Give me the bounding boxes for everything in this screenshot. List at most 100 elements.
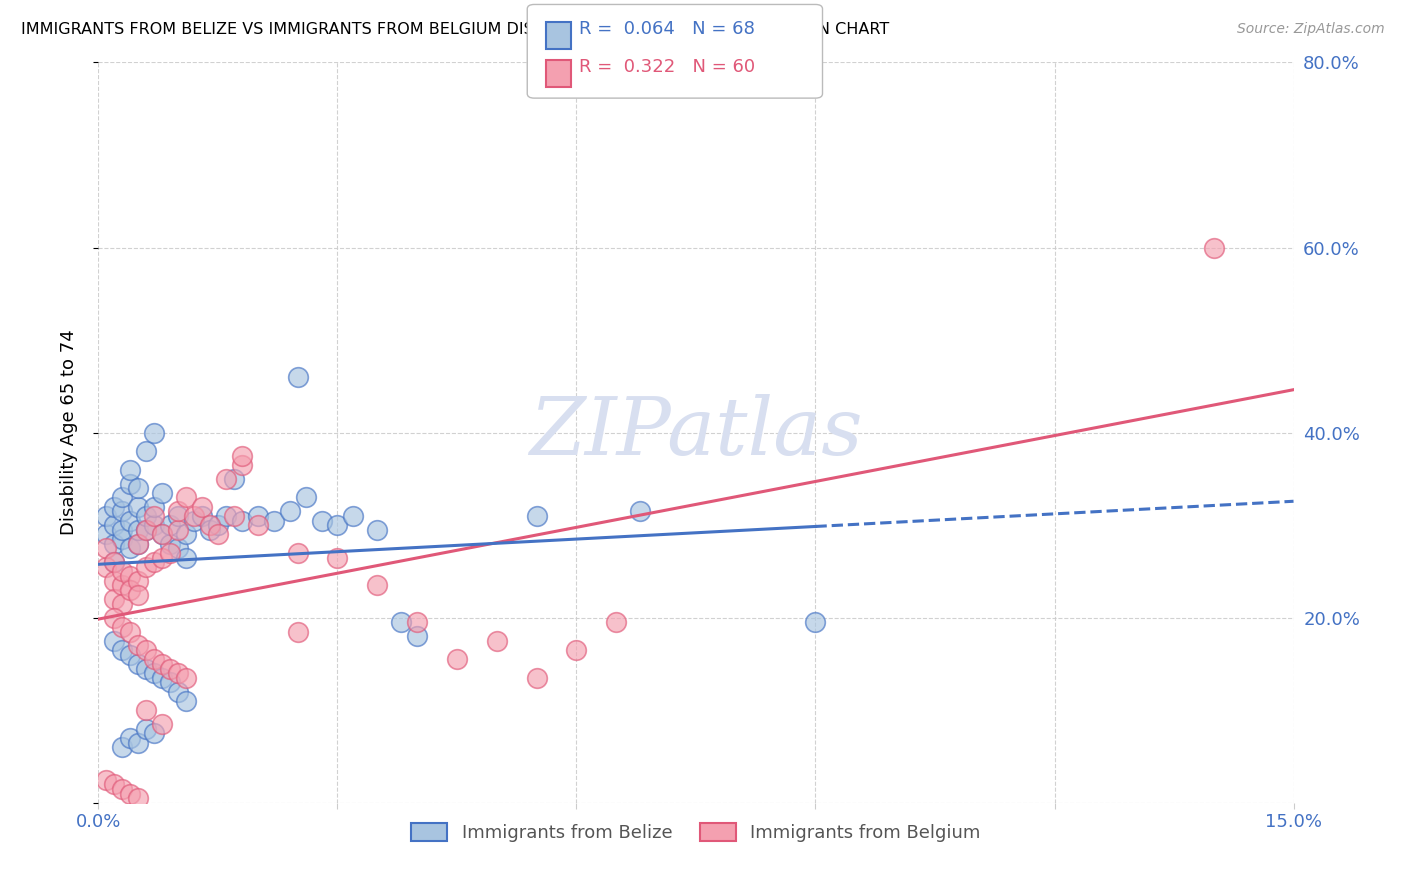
- Point: [222, 472, 245, 486]
- Point: [159, 546, 181, 560]
- Point: [485, 633, 508, 648]
- Point: [135, 643, 157, 657]
- Point: [231, 514, 253, 528]
- Point: [135, 559, 157, 574]
- Point: [143, 500, 166, 514]
- Point: [167, 504, 190, 518]
- Point: [111, 532, 134, 546]
- Point: [183, 508, 205, 523]
- Point: [246, 508, 269, 523]
- Point: [127, 523, 149, 537]
- Point: [167, 523, 190, 537]
- Point: [111, 620, 134, 634]
- Point: [167, 666, 190, 681]
- Point: [127, 574, 149, 588]
- Point: [103, 518, 125, 533]
- Point: [143, 652, 166, 666]
- Point: [96, 541, 118, 556]
- Point: [127, 481, 149, 495]
- Point: [150, 527, 173, 541]
- Point: [231, 458, 253, 472]
- Point: [111, 643, 134, 657]
- Point: [150, 657, 173, 671]
- Point: [111, 740, 134, 755]
- Point: [198, 523, 221, 537]
- Point: [111, 565, 134, 579]
- Point: [127, 536, 149, 550]
- Point: [167, 508, 190, 523]
- Point: [326, 550, 349, 565]
- Point: [143, 666, 166, 681]
- Point: [159, 518, 181, 533]
- Point: [406, 615, 429, 630]
- Point: [103, 592, 125, 607]
- Point: [406, 629, 429, 643]
- Point: [526, 508, 548, 523]
- Point: [191, 508, 214, 523]
- Point: [326, 518, 349, 533]
- Point: [127, 639, 149, 653]
- Point: [366, 578, 388, 592]
- Text: R =  0.322   N = 60: R = 0.322 N = 60: [579, 58, 755, 76]
- Point: [263, 514, 285, 528]
- Point: [198, 518, 221, 533]
- Point: [246, 518, 269, 533]
- Point: [120, 624, 142, 639]
- Point: [628, 504, 651, 518]
- Point: [311, 514, 333, 528]
- Point: [605, 615, 627, 630]
- Point: [342, 508, 364, 523]
- Point: [207, 518, 229, 533]
- Point: [143, 425, 166, 440]
- Point: [143, 555, 166, 569]
- Point: [135, 662, 157, 676]
- Point: [120, 731, 142, 745]
- Point: [120, 787, 142, 801]
- Point: [143, 726, 166, 740]
- Point: [174, 671, 197, 685]
- Point: [294, 491, 316, 505]
- Point: [159, 536, 181, 550]
- Point: [150, 485, 173, 500]
- Point: [191, 500, 214, 514]
- Point: [143, 518, 166, 533]
- Point: [143, 508, 166, 523]
- Point: [135, 523, 157, 537]
- Point: [183, 514, 205, 528]
- Point: [111, 597, 134, 611]
- Point: [120, 541, 142, 556]
- Point: [565, 643, 588, 657]
- Point: [287, 370, 309, 384]
- Point: [174, 491, 197, 505]
- Point: [389, 615, 412, 630]
- Point: [174, 550, 197, 565]
- Point: [215, 508, 238, 523]
- Point: [150, 717, 173, 731]
- Point: [135, 703, 157, 717]
- Point: [111, 781, 134, 796]
- Point: [103, 574, 125, 588]
- Point: [120, 582, 142, 597]
- Point: [526, 671, 548, 685]
- Point: [103, 555, 125, 569]
- Point: [103, 536, 125, 550]
- Point: [287, 624, 309, 639]
- Point: [96, 772, 118, 787]
- Point: [127, 736, 149, 750]
- Point: [135, 508, 157, 523]
- Point: [804, 615, 827, 630]
- Point: [103, 610, 125, 624]
- Point: [1202, 240, 1225, 255]
- Point: [111, 523, 134, 537]
- Y-axis label: Disability Age 65 to 74: Disability Age 65 to 74: [59, 330, 77, 535]
- Point: [120, 514, 142, 528]
- Text: R =  0.064   N = 68: R = 0.064 N = 68: [579, 20, 755, 37]
- Point: [278, 504, 301, 518]
- Point: [174, 527, 197, 541]
- Point: [127, 500, 149, 514]
- Point: [127, 657, 149, 671]
- Point: [159, 662, 181, 676]
- Point: [120, 569, 142, 583]
- Point: [135, 523, 157, 537]
- Point: [150, 550, 173, 565]
